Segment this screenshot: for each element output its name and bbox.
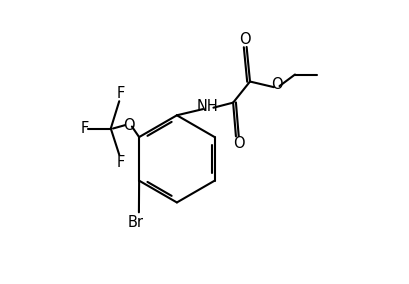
Text: O: O	[122, 118, 134, 133]
Text: F: F	[116, 86, 124, 101]
Text: F: F	[116, 155, 124, 170]
Text: O: O	[270, 78, 282, 92]
Text: O: O	[239, 32, 250, 47]
Text: F: F	[80, 121, 88, 136]
Text: NH: NH	[196, 99, 218, 114]
Text: Br: Br	[128, 215, 144, 230]
Text: O: O	[233, 136, 245, 151]
